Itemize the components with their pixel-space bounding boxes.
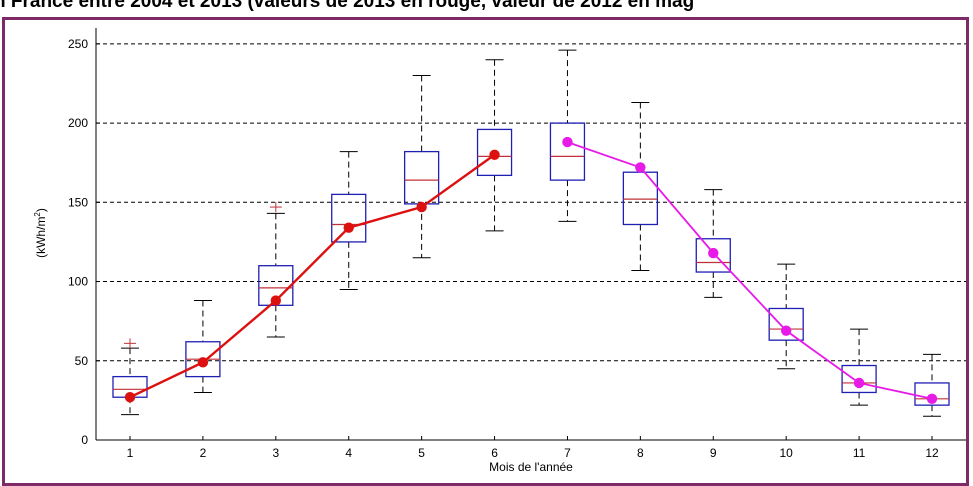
- box: [768, 307, 804, 341]
- x-tick-label: 7: [564, 446, 571, 460]
- y-tick-label: 250: [68, 37, 88, 51]
- box-month-11: [841, 328, 877, 406]
- box: [549, 122, 586, 181]
- series-point: [780, 325, 792, 336]
- y-axis-label-sup: 2: [33, 212, 42, 217]
- series-point: [562, 136, 573, 148]
- series-point: [416, 201, 427, 213]
- y-tick-label: 150: [68, 195, 88, 209]
- box-month-12: [914, 353, 950, 417]
- series-point: [124, 392, 136, 403]
- x-tick-label: 12: [925, 446, 939, 460]
- box-month-4: [331, 151, 367, 290]
- x-tick-label: 10: [780, 446, 794, 460]
- outlier-marker: [124, 338, 136, 349]
- box-month-6: [476, 59, 513, 232]
- box-month-10: [768, 263, 804, 370]
- box: [914, 382, 950, 406]
- box: [841, 364, 877, 394]
- x-tick-label: 11: [853, 446, 866, 460]
- box: [403, 150, 440, 205]
- series-line-1: [567, 141, 933, 400]
- box-month-7: [549, 49, 586, 222]
- box: [476, 128, 513, 177]
- chart-frame: [2, 17, 969, 486]
- y-tick-label: 200: [68, 116, 88, 130]
- chart-title: n France entre 2004 et 2013 (valeurs de …: [0, 0, 695, 12]
- x-tick-label: 9: [710, 446, 717, 460]
- series-point: [270, 295, 282, 306]
- series-point: [197, 357, 209, 368]
- x-tick-label: 6: [491, 446, 498, 460]
- y-tick-label: 50: [75, 354, 89, 368]
- box-month-9: [695, 189, 731, 298]
- box-month-1: [112, 338, 148, 416]
- outlier-marker: [269, 202, 282, 213]
- series-point: [708, 247, 719, 259]
- x-tick-label: 5: [418, 446, 425, 460]
- y-tick-label: 100: [68, 275, 88, 289]
- series-lines: [124, 136, 938, 404]
- series-point: [489, 149, 500, 160]
- x-tick-label: 8: [637, 446, 644, 460]
- x-axis-label: Mois de l'année: [489, 460, 573, 474]
- y-tick-label: 0: [81, 433, 88, 447]
- y-axis-label-close: ): [34, 208, 48, 212]
- y-axis-label: (kWh/m2): [33, 208, 48, 258]
- series-point: [635, 162, 646, 173]
- box: [695, 238, 731, 273]
- series-point: [853, 377, 865, 389]
- series-point: [926, 393, 938, 404]
- box: [331, 193, 367, 243]
- series-line-0: [129, 153, 496, 399]
- boxes: [112, 49, 950, 417]
- series-point: [343, 222, 354, 233]
- gridlines: [96, 43, 966, 362]
- x-tick-label: 1: [127, 446, 134, 460]
- y-axis-label-main: (kWh/m: [34, 217, 48, 258]
- x-tick-label: 4: [345, 446, 352, 460]
- x-tick-label: 3: [272, 446, 279, 460]
- box-month-3: [258, 202, 294, 338]
- x-tick-label: 2: [200, 446, 207, 460]
- box-month-5: [403, 75, 440, 259]
- box-month-8: [622, 101, 659, 271]
- box-month-2: [185, 300, 221, 393]
